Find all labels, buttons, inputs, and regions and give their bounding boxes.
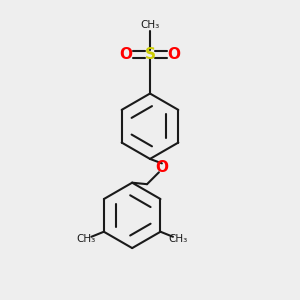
- Text: CH₃: CH₃: [169, 234, 188, 244]
- Text: O: O: [167, 47, 180, 62]
- Text: CH₃: CH₃: [140, 20, 160, 30]
- Text: O: O: [155, 160, 168, 175]
- Text: O: O: [120, 47, 133, 62]
- Text: S: S: [145, 47, 155, 62]
- Text: CH₃: CH₃: [76, 234, 96, 244]
